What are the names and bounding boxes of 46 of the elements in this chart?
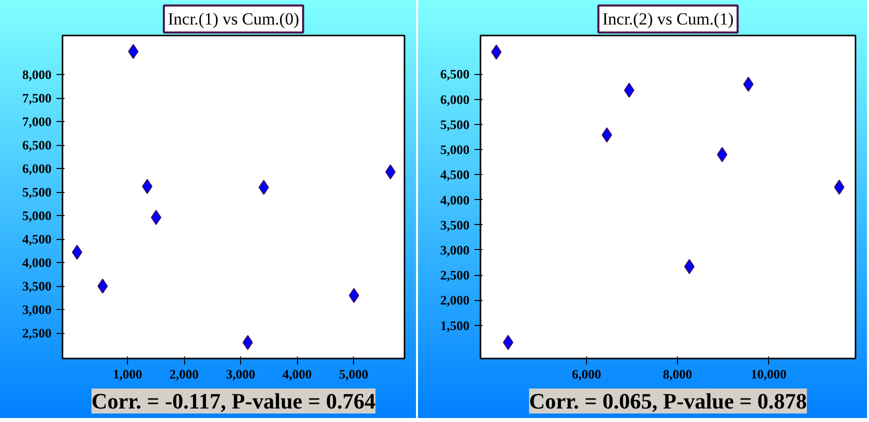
point: [491, 44, 502, 60]
point: [97, 278, 108, 294]
y-tick-label: 3,500: [22, 278, 52, 294]
y-tick-label: 7,000: [22, 114, 52, 130]
y-tick-label: 3,000: [22, 302, 52, 318]
y-tick-label: 2,000: [440, 292, 470, 308]
y-tick-label: 5,000: [440, 142, 470, 158]
point: [72, 244, 82, 260]
y-tick-label: 6,000: [440, 92, 470, 107]
y-tick-label: 8,000: [22, 67, 52, 82]
y-tick-label: 4,000: [440, 192, 470, 208]
y-tick-label: 4,000: [22, 255, 52, 270]
y-tick-label: 7,500: [22, 90, 52, 106]
x-tick-label: 2,000: [169, 366, 199, 382]
point: [602, 127, 612, 142]
point: [150, 210, 162, 225]
y-tick-label: 5,500: [440, 116, 470, 132]
text: Corr. = -0.117, P-value = 0.764: [92, 388, 376, 414]
y-tick-label: 6,000: [22, 161, 52, 176]
point: [348, 288, 360, 303]
x-tick-label: 1,000: [112, 366, 142, 382]
point: [684, 259, 695, 274]
y-tick-label: 1,500: [440, 318, 470, 333]
y-tick-label: 6,500: [22, 138, 52, 153]
x-tick-label: 8,000: [662, 366, 692, 382]
y-tick-label: 2,500: [440, 268, 470, 283]
x-tick-label: 6,000: [572, 366, 602, 382]
point: [716, 147, 728, 162]
point: [743, 76, 754, 92]
chart-title: Incr.(1) vs Cum.(0): [168, 10, 300, 28]
y-tick-label: 4,500: [440, 167, 470, 182]
x-tick-label: 10,000: [750, 366, 786, 382]
x-tick-label: 4,000: [282, 366, 312, 382]
point: [385, 164, 396, 180]
point: [502, 334, 514, 350]
y-tick-label: 3,500: [440, 217, 470, 232]
y-tick-label: 3,000: [440, 242, 470, 258]
y-tick-label: 4,500: [22, 232, 52, 247]
text: Corr. = 0.065, P-value = 0.878: [529, 388, 807, 414]
chart-title: Incr.(2) vs Cum.(1): [602, 10, 734, 28]
y-tick-label: 5,500: [22, 184, 52, 200]
y-tick-label: 2,500: [22, 326, 52, 341]
x-tick-label: 5,000: [339, 366, 368, 382]
y-tick-label: 6,500: [440, 66, 470, 82]
y-tick-label: 5,000: [22, 208, 52, 224]
x-tick-label: 3,000: [226, 366, 256, 382]
